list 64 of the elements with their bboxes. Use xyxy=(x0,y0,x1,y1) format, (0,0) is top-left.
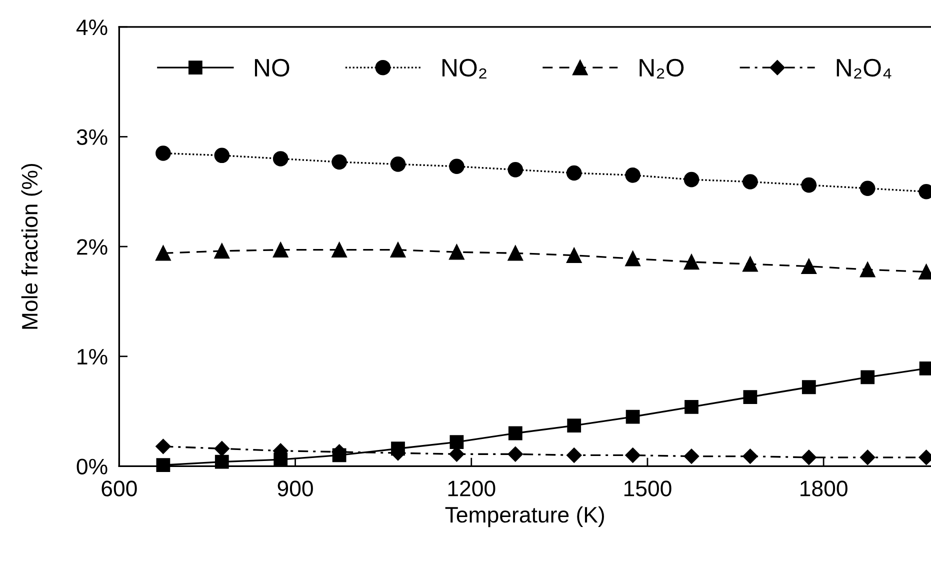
point xyxy=(684,400,698,414)
point xyxy=(156,146,171,161)
point xyxy=(450,435,464,449)
y-tick-label: 4% xyxy=(76,20,108,36)
point xyxy=(860,262,876,278)
point xyxy=(567,418,582,433)
point xyxy=(508,446,523,462)
point xyxy=(449,158,464,174)
point xyxy=(625,251,640,266)
x-tick-label: 1500 xyxy=(624,480,672,496)
point xyxy=(391,442,405,456)
x-tick-label: 600 xyxy=(102,480,137,496)
x-tick-label: 1800 xyxy=(800,480,848,496)
point xyxy=(214,148,230,164)
y-tick-label: 1% xyxy=(78,349,108,365)
point xyxy=(272,151,288,166)
x-tick-label: 900 xyxy=(278,480,313,496)
point xyxy=(156,458,170,472)
point xyxy=(742,448,758,464)
point xyxy=(625,448,640,463)
point xyxy=(390,156,406,172)
point xyxy=(332,448,346,462)
point xyxy=(508,426,522,440)
point xyxy=(801,450,816,465)
point xyxy=(566,448,582,463)
point xyxy=(625,168,640,183)
y-tick-label: 0% xyxy=(76,458,108,474)
y-axis-title: Mole fraction (%) xyxy=(21,164,42,329)
y-tick-label: 3% xyxy=(76,129,108,146)
point xyxy=(860,180,876,196)
point xyxy=(272,242,288,258)
point xyxy=(156,438,171,454)
point xyxy=(508,162,524,178)
point xyxy=(214,454,229,469)
point xyxy=(566,165,582,181)
point xyxy=(684,448,700,464)
point xyxy=(742,174,758,190)
x-axis-title: Temperature (K) xyxy=(445,506,604,528)
point xyxy=(332,242,347,258)
point xyxy=(390,242,406,258)
legend-label: NO xyxy=(254,58,290,77)
point xyxy=(566,248,582,263)
point xyxy=(449,244,464,260)
point xyxy=(860,370,875,384)
point xyxy=(508,246,524,261)
point xyxy=(684,172,700,188)
point xyxy=(802,380,816,394)
legend-label: NO₂ xyxy=(442,58,486,78)
point xyxy=(860,450,876,465)
point xyxy=(332,154,347,170)
x-tick-label: 1200 xyxy=(448,480,496,496)
point xyxy=(801,258,817,274)
legend-label: N₂O₄ xyxy=(836,58,892,78)
point xyxy=(743,390,758,404)
point xyxy=(684,254,700,270)
point xyxy=(214,243,230,259)
point xyxy=(156,246,171,261)
point xyxy=(274,452,288,467)
point xyxy=(626,410,640,424)
point xyxy=(801,177,817,193)
point xyxy=(214,441,230,456)
y-tick-label: 2% xyxy=(77,239,108,255)
point xyxy=(742,256,758,272)
legend-label: N₂O xyxy=(640,58,684,78)
